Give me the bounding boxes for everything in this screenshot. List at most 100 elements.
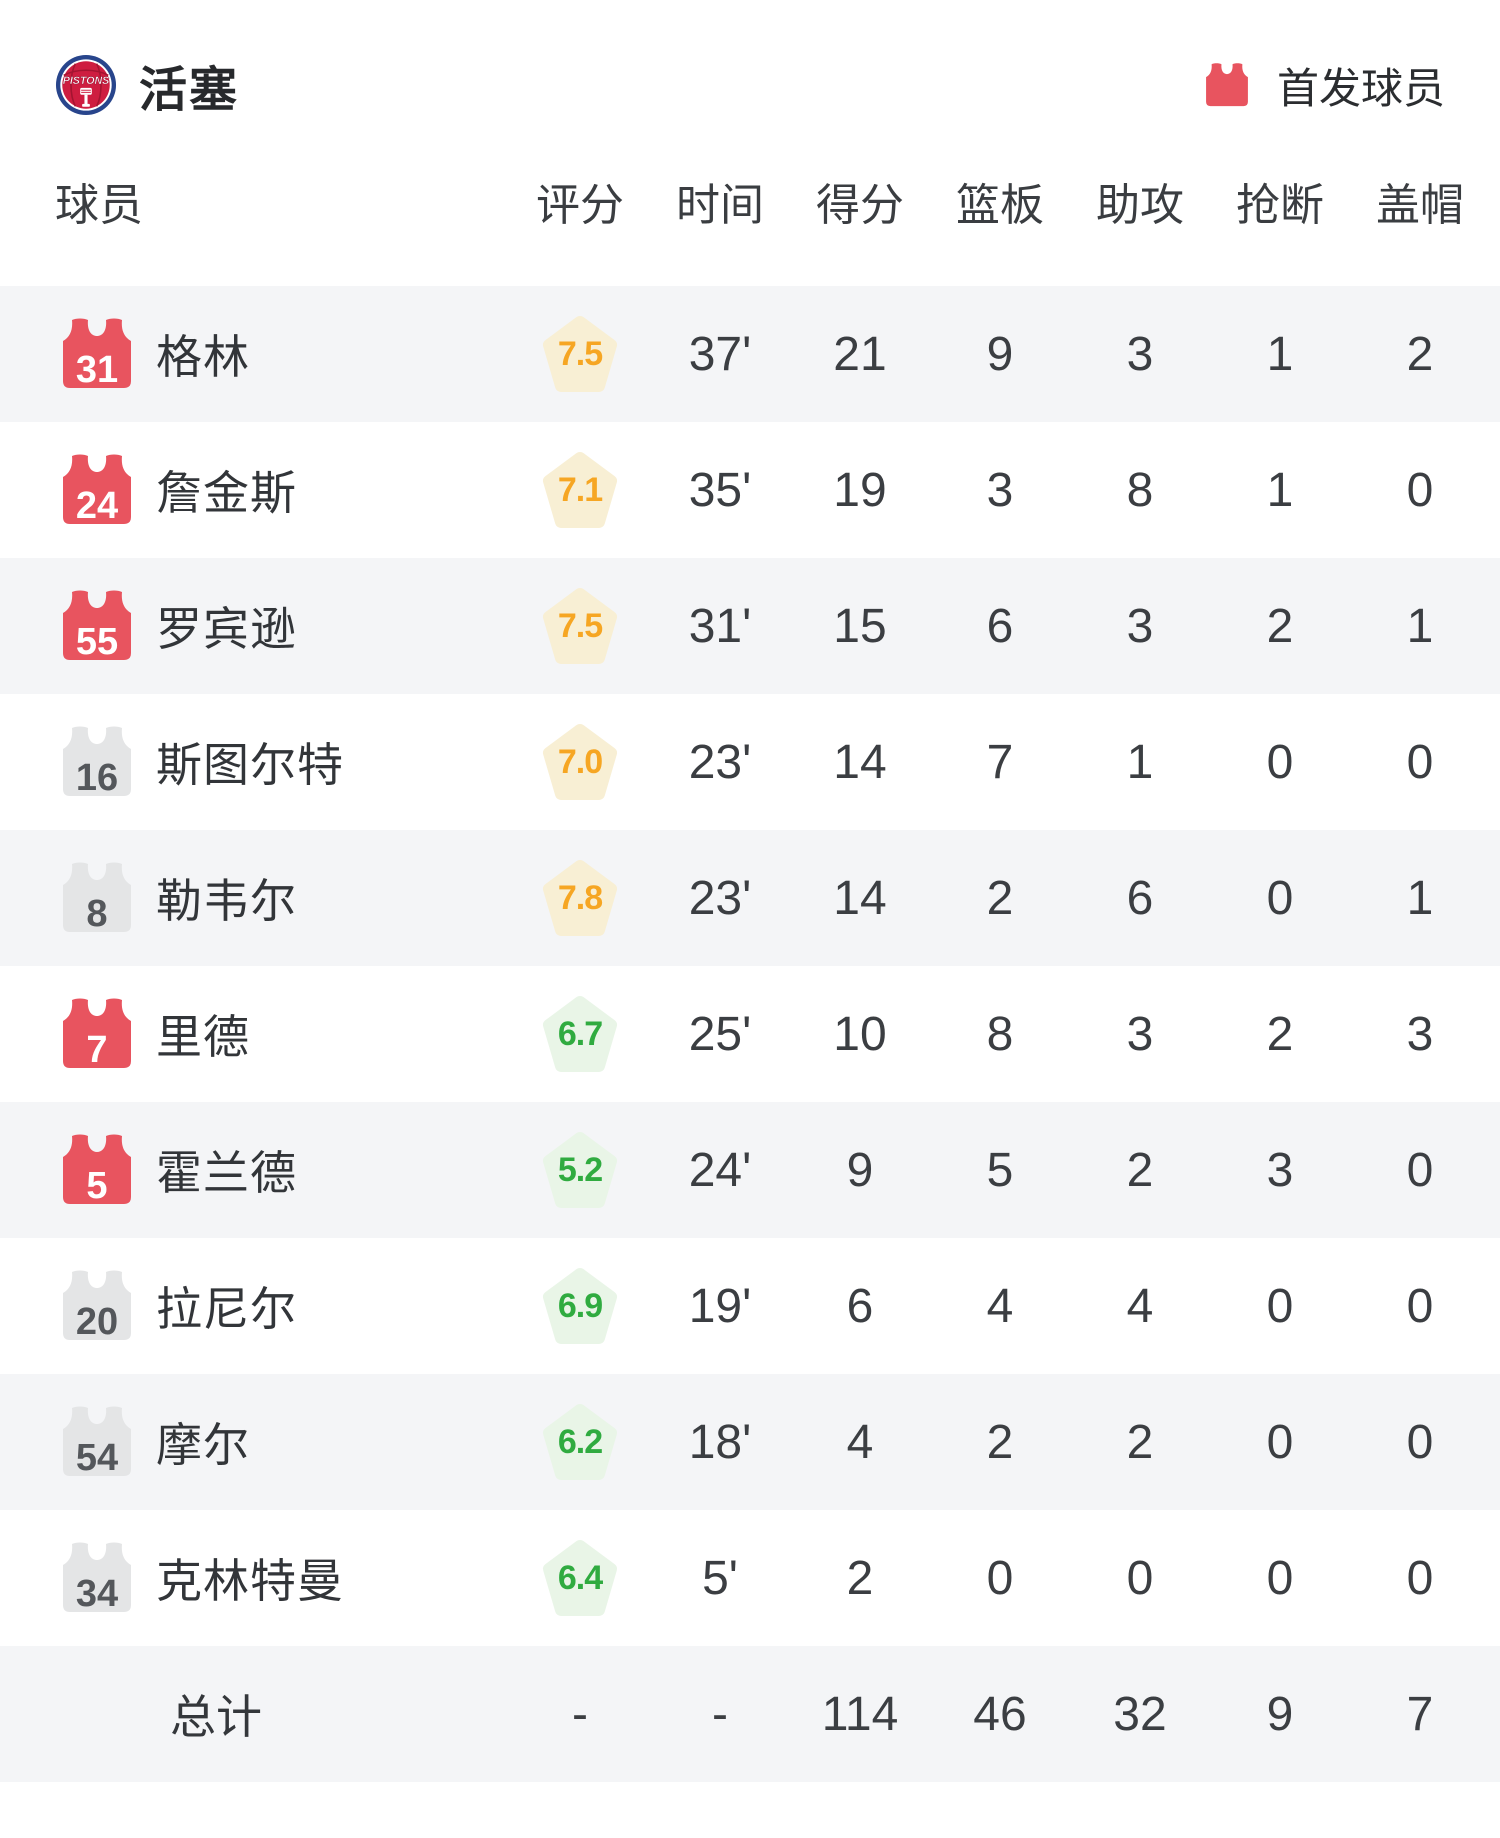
player-row[interactable]: 5 霍兰德 5.2 24' 9 5 2 3 0 (0, 1102, 1500, 1238)
jersey-number: 55 (75, 621, 119, 663)
total-label: 总计 (170, 1691, 262, 1743)
time-cell: 24' (688, 1143, 752, 1197)
blocks-cell: 0 (1406, 1279, 1434, 1333)
blocks-cell: 2 (1406, 327, 1434, 381)
total-steals-cell: 9 (1266, 1687, 1294, 1741)
assists-cell: 2 (1126, 1415, 1154, 1469)
player-name: 克林特曼 (156, 1555, 344, 1607)
rating-cell: 7.5 (510, 586, 650, 666)
player-row[interactable]: 55 罗宾逊 7.5 31' 15 6 3 2 1 (0, 558, 1500, 694)
rating-pentagon-badge: 7.5 (542, 586, 618, 666)
rebounds-cell: 2 (986, 871, 1014, 925)
total-rebounds-cell: 46 (973, 1687, 1027, 1741)
bench-jersey-number-icon: 20 (58, 1270, 136, 1342)
rebounds-cell: 9 (986, 327, 1014, 381)
time-cell: 23' (688, 735, 752, 789)
col-header-blocks: 盖帽 (1376, 181, 1464, 230)
rebounds-cell: 3 (986, 463, 1014, 517)
total-time-cell: - (712, 1687, 728, 1741)
col-header-time: 时间 (676, 181, 764, 230)
player-name: 詹金斯 (156, 467, 297, 519)
player-name: 斯图尔特 (156, 739, 344, 791)
time-cell: 25' (688, 1007, 752, 1061)
assists-cell: 4 (1126, 1279, 1154, 1333)
total-points-cell: 114 (821, 1687, 899, 1741)
total-assists-cell: 32 (1113, 1687, 1167, 1741)
time-cell: 5' (702, 1551, 738, 1605)
player-name: 格林 (156, 331, 250, 383)
col-header-player: 球员 (55, 181, 143, 230)
rating-value: 7.1 (557, 470, 603, 509)
player-name: 勒韦尔 (156, 875, 297, 927)
blocks-cell: 1 (1406, 871, 1434, 925)
assists-cell: 0 (1126, 1551, 1154, 1605)
points-cell: 4 (846, 1415, 874, 1469)
assists-cell: 3 (1126, 1007, 1154, 1061)
col-header-points: 得分 (816, 181, 904, 230)
player-cell: 5 霍兰德 (0, 1134, 510, 1206)
points-cell: 15 (833, 599, 887, 653)
col-header-rating: 评分 (536, 181, 624, 230)
rating-cell: 7.1 (510, 450, 650, 530)
bench-jersey-number-icon: 8 (58, 862, 136, 934)
rating-pentagon-badge: 6.9 (542, 1266, 618, 1346)
rebounds-cell: 8 (986, 1007, 1014, 1061)
col-header-rebounds: 篮板 (956, 181, 1044, 230)
blocks-cell: 1 (1406, 599, 1434, 653)
time-cell: 37' (688, 327, 752, 381)
jersey-number: 34 (75, 1573, 119, 1615)
team-header: PISTONS 活塞 首发球员 (0, 54, 1500, 117)
time-cell: 23' (688, 871, 752, 925)
rebounds-cell: 5 (986, 1143, 1014, 1197)
blocks-cell: 0 (1406, 463, 1434, 517)
rating-pentagon-badge: 7.0 (542, 722, 618, 802)
points-cell: 9 (846, 1143, 874, 1197)
player-cell: 31 格林 (0, 318, 510, 390)
rating-pentagon-badge: 7.1 (542, 450, 618, 530)
blocks-cell: 0 (1406, 1143, 1434, 1197)
player-row[interactable]: 31 格林 7.5 37' 21 9 3 1 2 (0, 286, 1500, 422)
player-row[interactable]: 8 勒韦尔 7.8 23' 14 2 6 0 1 (0, 830, 1500, 966)
team-name: 活塞 (139, 64, 240, 117)
time-cell: 35' (688, 463, 752, 517)
total-rating-cell: - (572, 1687, 588, 1741)
player-row[interactable]: 54 摩尔 6.2 18' 4 2 2 0 0 (0, 1374, 1500, 1510)
rating-value: 6.2 (557, 1422, 603, 1461)
table-column-header: 球员 评分 时间 得分 篮板 助攻 抢断 盖帽 (0, 116, 1500, 286)
rating-cell: 7.5 (510, 314, 650, 394)
player-row[interactable]: 20 拉尼尔 6.9 19' 6 4 4 0 0 (0, 1238, 1500, 1374)
steals-cell: 0 (1266, 735, 1294, 789)
points-cell: 14 (833, 735, 887, 789)
assists-cell: 3 (1126, 327, 1154, 381)
assists-cell: 2 (1126, 1143, 1154, 1197)
player-row[interactable]: 34 克林特曼 6.4 5' 2 0 0 0 0 (0, 1510, 1500, 1646)
rating-cell: 6.7 (510, 994, 650, 1074)
player-cell: 55 罗宾逊 (0, 590, 510, 662)
time-cell: 18' (688, 1415, 752, 1469)
player-row[interactable]: 24 詹金斯 7.1 35' 19 3 8 1 0 (0, 422, 1500, 558)
steals-cell: 0 (1266, 1551, 1294, 1605)
bench-jersey-number-icon: 54 (58, 1406, 136, 1478)
rating-pentagon-badge: 6.2 (542, 1402, 618, 1482)
rating-cell: 5.2 (510, 1130, 650, 1210)
player-cell: 54 摩尔 (0, 1406, 510, 1478)
rating-cell: 7.0 (510, 722, 650, 802)
rating-value: 7.0 (557, 742, 603, 781)
starter-jersey-number-icon: 31 (58, 318, 136, 390)
bench-jersey-number-icon: 34 (58, 1542, 136, 1614)
player-row[interactable]: 7 里德 6.7 25' 10 8 3 2 3 (0, 966, 1500, 1102)
player-name: 拉尼尔 (156, 1283, 297, 1335)
bench-jersey-number-icon: 16 (58, 726, 136, 798)
rating-pentagon-badge: 6.7 (542, 994, 618, 1074)
player-name: 摩尔 (156, 1419, 250, 1471)
rating-value: 7.5 (557, 606, 603, 645)
col-header-assists: 助攻 (1096, 181, 1184, 230)
starter-jersey-number-icon: 7 (58, 998, 136, 1070)
pistons-team-logo-icon: PISTONS (55, 54, 117, 116)
jersey-number: 8 (86, 893, 108, 935)
total-blocks-cell: 7 (1406, 1687, 1434, 1741)
rating-pentagon-badge: 6.4 (542, 1538, 618, 1618)
jersey-number: 20 (75, 1301, 119, 1343)
player-row[interactable]: 16 斯图尔特 7.0 23' 14 7 1 0 0 (0, 694, 1500, 830)
assists-cell: 3 (1126, 599, 1154, 653)
